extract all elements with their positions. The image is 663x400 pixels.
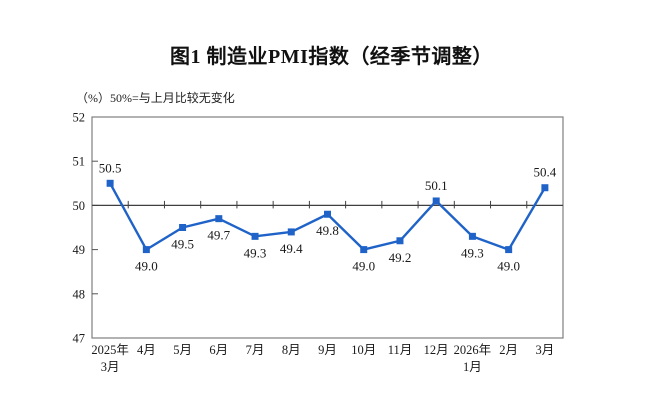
y-axis-label: 48 <box>73 287 86 301</box>
x-axis-label: 2026年 1月 <box>454 343 492 374</box>
data-point-marker <box>106 179 114 187</box>
data-point-marker <box>179 224 187 231</box>
data-point-label: 49.2 <box>389 250 412 265</box>
data-point-marker <box>251 232 259 240</box>
x-axis-label: 2月 <box>499 343 518 357</box>
x-axis-label: 5月 <box>173 343 192 357</box>
data-point-label: 49.0 <box>497 259 520 274</box>
x-axis-label: 8月 <box>282 343 301 357</box>
data-point-marker <box>324 210 331 218</box>
data-point-marker <box>360 246 368 254</box>
y-axis-label: 49 <box>73 243 86 257</box>
x-axis-label: 9月 <box>318 343 337 357</box>
data-point-marker <box>505 246 513 254</box>
x-axis-label: 2025年 3月 <box>91 343 129 374</box>
x-axis-label: 6月 <box>209 343 228 357</box>
data-point-label: 50.1 <box>425 178 448 193</box>
y-axis-label: 47 <box>73 332 86 346</box>
data-point-label: 49.5 <box>171 237 194 252</box>
chart-frame <box>91 116 564 339</box>
chart-title: 图1 制造业PMI指数（经季节调整） <box>170 46 493 68</box>
data-point-label: 49.3 <box>461 245 484 260</box>
chart-axis-unit-note: （%）50%=与上月比较无变化 <box>76 91 235 105</box>
data-point-marker <box>396 237 404 245</box>
data-point-marker <box>142 246 150 254</box>
x-axis-label: 7月 <box>246 343 265 357</box>
data-point-label: 49.7 <box>207 228 230 243</box>
data-point-label: 49.4 <box>280 241 303 256</box>
data-point-marker <box>215 215 223 223</box>
y-axis-label: 51 <box>73 155 86 169</box>
data-point-label: 49.8 <box>316 223 339 238</box>
data-point-label: 49.0 <box>352 259 375 274</box>
x-axis-label: 12月 <box>424 343 449 357</box>
data-point-marker <box>287 228 295 236</box>
data-point-label: 50.4 <box>534 165 557 180</box>
data-point-label: 50.5 <box>99 160 122 175</box>
x-axis-label: 3月 <box>536 343 555 357</box>
data-point-marker <box>432 197 440 205</box>
x-axis-label: 10月 <box>351 343 376 357</box>
data-point-label: 49.3 <box>244 245 267 260</box>
data-point-label: 49.0 <box>135 259 158 274</box>
x-axis-label: 4月 <box>137 343 156 357</box>
y-axis-label: 50 <box>73 199 86 213</box>
data-point-marker <box>541 184 549 192</box>
y-axis-label: 52 <box>73 111 86 125</box>
data-point-marker <box>468 232 476 240</box>
x-axis-label: 11月 <box>388 343 413 357</box>
